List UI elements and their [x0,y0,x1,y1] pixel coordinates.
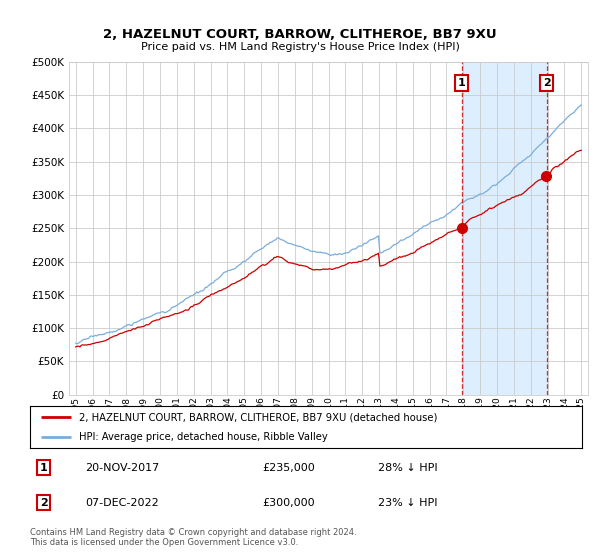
Text: 2, HAZELNUT COURT, BARROW, CLITHEROE, BB7 9XU (detached house): 2, HAZELNUT COURT, BARROW, CLITHEROE, BB… [79,412,437,422]
Text: £235,000: £235,000 [262,463,314,473]
Text: 2, HAZELNUT COURT, BARROW, CLITHEROE, BB7 9XU: 2, HAZELNUT COURT, BARROW, CLITHEROE, BB… [103,28,497,41]
Bar [461,62,547,395]
Text: 2: 2 [40,498,47,507]
Text: 07-DEC-2022: 07-DEC-2022 [85,498,159,507]
Text: Price paid vs. HM Land Registry's House Price Index (HPI): Price paid vs. HM Land Registry's House … [140,42,460,52]
Text: 28% ↓ HPI: 28% ↓ HPI [378,463,437,473]
Text: 23% ↓ HPI: 23% ↓ HPI [378,498,437,507]
Text: 2: 2 [543,78,551,88]
Text: Contains HM Land Registry data © Crown copyright and database right 2024.
This d: Contains HM Land Registry data © Crown c… [30,528,356,547]
Text: 20-NOV-2017: 20-NOV-2017 [85,463,160,473]
Text: 1: 1 [458,78,466,88]
Text: 1: 1 [40,463,47,473]
Text: £300,000: £300,000 [262,498,314,507]
Text: HPI: Average price, detached house, Ribble Valley: HPI: Average price, detached house, Ribb… [79,432,328,442]
